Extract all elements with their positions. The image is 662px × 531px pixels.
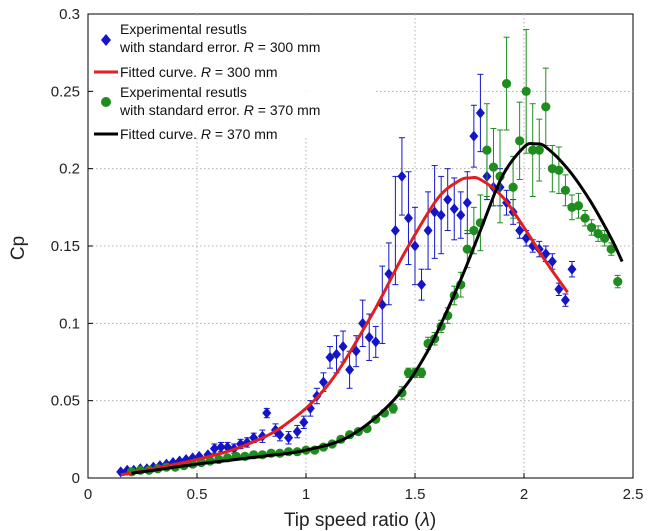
x-tick-label: 1: [302, 486, 310, 503]
y-tick-label: 0.1: [59, 315, 80, 332]
data-point-green-circle: [488, 162, 499, 172]
data-point-blue-diamond: [475, 107, 485, 119]
y-axis-title: Cp: [8, 236, 29, 260]
data-point-blue-diamond: [299, 416, 309, 428]
data-point-green-circle: [508, 182, 518, 192]
legend-box: [94, 18, 374, 136]
y-tick-label: 0.3: [59, 6, 80, 23]
data-point-green-circle: [600, 233, 610, 243]
data-point-blue-diamond: [292, 426, 302, 438]
y-tick-labels: 0 0.05 0.1 0.15 0.2 0.25 0.3: [51, 6, 80, 487]
data-point-blue-diamond: [332, 348, 342, 360]
data-point-blue-diamond: [515, 225, 525, 237]
data-point-blue-diamond: [390, 225, 400, 237]
data-point-green-circle: [462, 244, 472, 254]
data-point-green-circle: [416, 368, 427, 378]
y-tick-label: 0.25: [51, 83, 80, 100]
data-point-blue-diamond: [397, 170, 407, 182]
data-point-blue-diamond: [560, 294, 570, 306]
data-point-blue-diamond: [345, 364, 355, 376]
legend-marker-green-circle: [101, 97, 111, 107]
x-tick-labels: 0 0.5 1 1.5 2 2.5: [84, 486, 644, 503]
data-point-blue-diamond: [364, 331, 374, 343]
x-tick-label: 0.5: [187, 486, 208, 503]
data-point-blue-diamond: [462, 197, 472, 209]
data-point-blue-diamond: [547, 255, 557, 267]
data-point-green-circle: [554, 165, 564, 175]
data-point-green-circle: [580, 213, 590, 223]
data-point-blue-diamond: [318, 376, 328, 388]
data-point-green-circle: [606, 244, 616, 254]
data-point-green-circle: [534, 145, 544, 155]
data-point-blue-diamond: [567, 263, 577, 275]
legend-entry-1-line2: with standard error. R = 300 mm: [119, 39, 320, 55]
data-point-blue-diamond: [554, 283, 564, 295]
x-axis-title: Tip speed ratio (λ): [284, 510, 436, 531]
data-point-blue-diamond: [430, 206, 440, 218]
data-point-blue-diamond: [456, 209, 466, 221]
y-tick-label: 0.05: [51, 393, 80, 410]
data-point-green-circle: [388, 403, 398, 413]
chart-marks: [116, 28, 624, 478]
data-point-blue-diamond: [325, 351, 335, 363]
legend-entry-3-line1: Experimental resutls: [120, 84, 247, 100]
data-point-green-circle: [515, 136, 525, 146]
x-tick-label: 2.5: [623, 486, 644, 503]
data-point-green-circle: [573, 201, 584, 211]
data-point-blue-diamond: [371, 336, 381, 348]
data-point-green-circle: [613, 276, 623, 287]
legend-entry-1-line1: Experimental resutls: [120, 21, 247, 37]
y-tick-label: 0: [72, 470, 80, 487]
data-point-blue-diamond: [443, 194, 453, 206]
data-point-blue-diamond: [275, 429, 285, 441]
data-point-blue-diamond: [436, 209, 446, 221]
fitted-curve-red: [120, 175, 569, 477]
data-point-blue-diamond: [216, 441, 226, 453]
data-point-blue-diamond: [262, 407, 272, 419]
legend: Experimental resutls with standard error…: [94, 18, 374, 142]
data-point-blue-diamond: [403, 212, 413, 224]
data-point-green-circle: [482, 145, 492, 155]
legend-marker-blue-diamond: [101, 34, 111, 46]
data-point-green-circle: [541, 102, 551, 112]
data-point-blue-diamond: [209, 443, 219, 455]
legend-entry-3-line2: with standard error. R = 370 mm: [119, 102, 320, 118]
data-point-green-circle: [501, 79, 512, 89]
x-tick-label: 2: [520, 486, 528, 503]
data-point-green-circle: [586, 222, 597, 233]
y-tick-label: 0.2: [59, 161, 80, 178]
data-point-green-circle: [521, 86, 531, 96]
data-point-blue-diamond: [284, 432, 294, 444]
fitted-curve-black: [131, 141, 624, 475]
data-point-blue-diamond: [338, 341, 348, 353]
data-point-green-circle: [528, 145, 538, 155]
x-tick-label: 0: [84, 486, 92, 503]
x-tick-label: 1.5: [405, 486, 426, 503]
data-point-blue-diamond: [423, 225, 433, 237]
data-point-green-circle: [593, 229, 603, 239]
data-point-blue-diamond: [417, 279, 427, 291]
legend-entry-4: Fitted curve. R = 370 mm: [120, 126, 278, 142]
data-point-blue-diamond: [449, 203, 459, 215]
data-point-green-circle: [403, 368, 414, 378]
legend-entry-2: Fitted curve. R = 300 mm: [120, 64, 278, 80]
data-point-green-circle: [469, 225, 479, 236]
data-point-green-circle: [560, 185, 571, 195]
y-tick-label: 0.15: [51, 238, 80, 255]
data-point-blue-diamond: [410, 240, 420, 252]
data-point-blue-diamond: [469, 130, 479, 142]
